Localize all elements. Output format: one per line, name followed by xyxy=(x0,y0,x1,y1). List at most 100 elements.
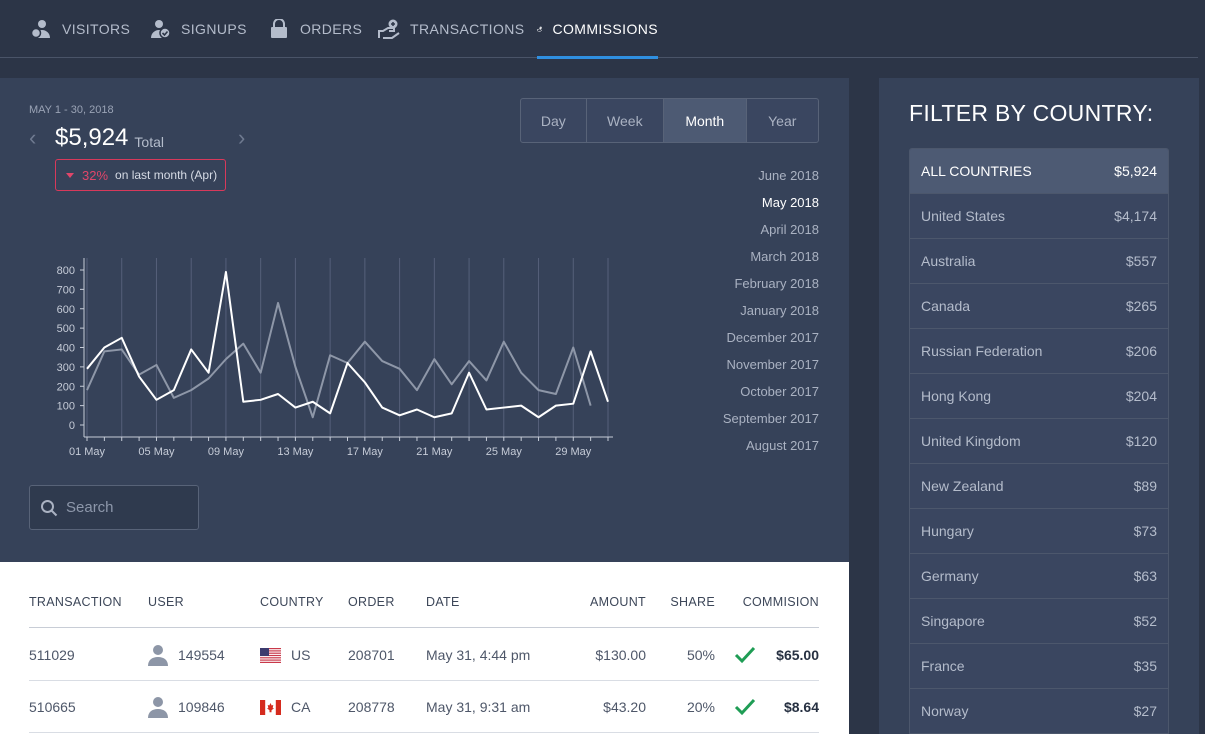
country-value: $206 xyxy=(1125,343,1157,359)
y-tick-label: 800 xyxy=(57,265,75,277)
tab-transactions-label: TRANSACTIONS xyxy=(410,21,525,37)
period-month-button[interactable]: Month xyxy=(664,99,747,142)
country-filter-item[interactable]: Hong Kong $204 xyxy=(910,374,1168,419)
x-tick-label: 01 May xyxy=(69,446,106,458)
country-filter-item[interactable]: Canada $265 xyxy=(910,284,1168,329)
country-filter-item[interactable]: New Zealand $89 xyxy=(910,464,1168,509)
col-order[interactable]: ORDER xyxy=(348,595,395,609)
col-amount[interactable]: AMOUNT xyxy=(590,595,646,609)
country-filter-item[interactable]: ALL COUNTRIES $5,924 xyxy=(910,149,1168,194)
top-nav: VISITORS SIGNUPS ORDERS TRANSACTIONS COM… xyxy=(0,0,1198,59)
country-value: $204 xyxy=(1125,388,1157,404)
commissions-line-chart: 0 100 200 300 400 500 600 700 800 01 May 05 May 09 … xyxy=(57,258,613,458)
cell-user: 109846 xyxy=(148,681,225,733)
country-filter-item[interactable]: France $35 xyxy=(910,644,1168,689)
search-input[interactable] xyxy=(66,499,186,516)
country-name: United Kingdom xyxy=(921,433,1021,449)
col-date[interactable]: DATE xyxy=(426,595,460,609)
cell-commission: $65.00 xyxy=(776,647,819,663)
series-line xyxy=(86,301,592,419)
month-item[interactable]: December 2017 xyxy=(726,330,820,345)
tab-commissions[interactable]: COMMISSIONS xyxy=(537,0,658,59)
next-period-button[interactable]: › xyxy=(238,122,262,154)
country-name: ALL COUNTRIES xyxy=(921,163,1032,179)
country-filter-item[interactable]: United States $4,174 xyxy=(910,194,1168,239)
country-value: $5,924 xyxy=(1114,163,1157,179)
month-item[interactable]: April 2018 xyxy=(760,222,819,237)
country-filter-item[interactable]: Australia $557 xyxy=(910,239,1168,284)
country-filter-item[interactable]: Singapore $52 xyxy=(910,599,1168,644)
country-name: United States xyxy=(921,208,1006,224)
period-year-button[interactable]: Year xyxy=(768,112,797,129)
checkmark-icon xyxy=(734,646,756,664)
chevron-left-icon[interactable]: ‹ xyxy=(29,125,37,150)
month-list[interactable]: June 2018 May 2018 April 2018 March 2018… xyxy=(659,166,819,452)
visitors-icon xyxy=(30,20,50,39)
cell-share: 20% xyxy=(686,699,715,715)
x-tick-label: 13 May xyxy=(277,446,314,458)
country-filter-item[interactable]: Russian Federation $206 xyxy=(910,329,1168,374)
col-commission[interactable]: COMMISION xyxy=(742,595,819,609)
country-value: $89 xyxy=(1133,478,1157,494)
series-line xyxy=(86,270,609,419)
period-week-button[interactable]: Week xyxy=(587,99,665,142)
month-item-selected[interactable]: May 2018 xyxy=(761,195,819,210)
cell-transaction: 510665 xyxy=(29,699,76,715)
cell-status xyxy=(734,681,756,733)
x-tick-label: 21 May xyxy=(416,446,453,458)
y-tick-label: 400 xyxy=(57,343,75,355)
us-flag-icon xyxy=(260,647,281,663)
country-filter-item[interactable]: United Kingdom $120 xyxy=(910,419,1168,464)
chevron-right-icon: › xyxy=(238,125,246,150)
cell-order: 208778 xyxy=(348,699,395,715)
y-tick-label: 700 xyxy=(57,284,75,296)
tab-transactions[interactable]: TRANSACTIONS xyxy=(378,0,524,58)
change-text: on last month (Apr) xyxy=(115,168,218,182)
country-value: $63 xyxy=(1133,568,1157,584)
y-tick-label: 0 xyxy=(69,420,75,432)
tab-orders[interactable]: ORDERS xyxy=(268,0,362,58)
checkmark-icon xyxy=(734,698,756,716)
month-item[interactable]: November 2017 xyxy=(726,357,820,372)
month-item[interactable]: January 2018 xyxy=(740,303,819,318)
x-tick-label: 17 May xyxy=(347,446,384,458)
table-row[interactable]: 511029 149554 US 208701 May 31, 4:44 pm … xyxy=(29,629,819,681)
country-name: Hungary xyxy=(921,523,974,539)
signups-icon xyxy=(151,20,171,39)
country-value: $265 xyxy=(1125,298,1157,314)
total-row: ‹ $5,924 Total xyxy=(29,122,164,154)
user-icon xyxy=(148,645,168,666)
month-item[interactable]: August 2017 xyxy=(745,438,819,452)
cell-country: US xyxy=(260,629,310,681)
month-item[interactable]: March 2018 xyxy=(750,249,819,264)
col-country[interactable]: COUNTRY xyxy=(260,595,324,609)
col-transaction[interactable]: TRANSACTION xyxy=(29,595,122,609)
country-value: $35 xyxy=(1133,658,1157,674)
tab-signups[interactable]: SIGNUPS xyxy=(149,0,247,58)
table-row[interactable]: 510665 109846 CA 208778 May 31, 9:31 am … xyxy=(29,681,819,733)
month-item[interactable]: September 2017 xyxy=(722,411,819,426)
cell-date: May 31, 9:31 am xyxy=(426,699,531,715)
period-day-button[interactable]: Day xyxy=(521,99,587,142)
tab-visitors[interactable]: VISITORS xyxy=(30,0,130,58)
tab-signups-label: SIGNUPS xyxy=(181,21,247,37)
col-user[interactable]: USER xyxy=(148,595,184,609)
col-share[interactable]: SHARE xyxy=(670,595,715,609)
change-badge: 32% on last month (Apr) xyxy=(55,159,226,191)
change-percent: 32% xyxy=(82,167,109,183)
month-item[interactable]: October 2017 xyxy=(740,384,819,399)
month-item[interactable]: February 2018 xyxy=(734,276,819,291)
table-header: TRANSACTION USER COUNTRY ORDER DATE AMOU… xyxy=(29,562,819,628)
country-filter-item[interactable]: Germany $63 xyxy=(910,554,1168,599)
country-filter-item[interactable]: Norway $27 xyxy=(910,689,1168,734)
search-icon xyxy=(41,499,58,516)
cell-transaction: 511029 xyxy=(29,647,75,663)
tab-visitors-label: VISITORS xyxy=(62,21,131,37)
user-id: 149554 xyxy=(178,647,225,663)
month-item[interactable]: June 2018 xyxy=(758,168,819,183)
country-filter-item[interactable]: Hungary $73 xyxy=(910,509,1168,554)
commissions-icon xyxy=(537,26,543,32)
x-tick-label: 25 May xyxy=(486,446,523,458)
cell-order: 208701 xyxy=(348,647,395,663)
search-box[interactable] xyxy=(29,485,199,530)
